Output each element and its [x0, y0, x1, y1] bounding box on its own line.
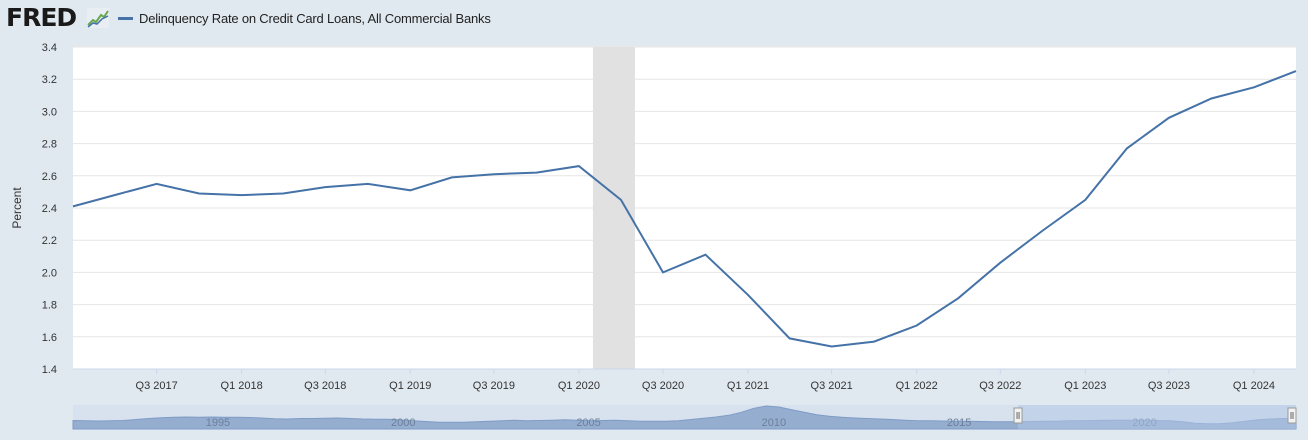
navigator-year-label: 2005	[576, 417, 600, 429]
y-tick-label: 3.4	[42, 42, 57, 54]
fred-logo-text: FRED	[6, 3, 77, 32]
x-tick-label: Q1 2021	[727, 380, 769, 392]
y-tick-label: 2.0	[42, 267, 57, 279]
fred-chart-icon	[87, 8, 109, 28]
y-tick-label: 2.8	[42, 139, 57, 151]
x-tick-label: Q1 2022	[896, 380, 938, 392]
legend-series-label: Delinquency Rate on Credit Card Loans, A…	[139, 10, 491, 26]
x-tick-label: Q3 2017	[136, 380, 178, 392]
navigator-right-handle[interactable]	[1287, 407, 1297, 424]
x-tick-label: Q3 2019	[473, 380, 515, 392]
y-tick-label: 1.4	[42, 364, 57, 376]
x-tick-label: Q1 2019	[389, 380, 431, 392]
handle-grip	[1013, 407, 1023, 424]
x-tick-label: Q3 2022	[979, 380, 1021, 392]
x-tick-label: Q3 2020	[642, 380, 684, 392]
navigator-year-label: 2000	[391, 417, 415, 429]
navigator-year-label: 2015	[947, 417, 971, 429]
x-tick-label: Q3 2021	[811, 380, 853, 392]
series-points	[72, 71, 1297, 347]
legend-swatch	[118, 16, 133, 20]
x-tick-label: Q1 2020	[558, 380, 600, 392]
x-tick-label: Q3 2023	[1148, 380, 1190, 392]
x-tick-label: Q3 2018	[304, 380, 346, 392]
y-tick-label: 2.4	[42, 203, 57, 215]
x-tick-label: Q1 2018	[221, 380, 263, 392]
recession-band	[592, 47, 635, 369]
y-axis-label: Percent	[10, 187, 24, 229]
line-chart: 1.4 1.6 1.8 2.0 2.2 2.4 2.6 2.8 3.0 3.2 3.4 Q3 201…	[10, 42, 1297, 392]
y-tick-label: 3.2	[42, 74, 57, 86]
y-tick-label: 2.6	[42, 171, 57, 183]
x-tick-label: Q1 2024	[1233, 380, 1275, 392]
navigator-selection[interactable]	[1018, 405, 1296, 429]
y-tick-label: 1.8	[42, 300, 57, 312]
y-axis-ticks: 1.4 1.6 1.8 2.0 2.2 2.4 2.6 2.8 3.0 3.2 3.4	[42, 42, 57, 376]
y-tick-label: 1.6	[42, 332, 57, 344]
series-line[interactable]	[72, 70, 1297, 348]
y-tick-label: 2.2	[42, 235, 57, 247]
fred-logo[interactable]: FRED	[6, 3, 77, 32]
navigator-year-label: 1995	[206, 417, 230, 429]
x-tick-label: Q1 2023	[1064, 380, 1106, 392]
navigator-year-label: 2010	[762, 417, 786, 429]
chart-legend[interactable]: Delinquency Rate on Credit Card Loans, A…	[118, 10, 491, 26]
navigator-left-handle[interactable]	[1013, 407, 1023, 424]
handle-grip	[1287, 407, 1297, 424]
x-axis-ticks: Q3 2017 Q1 2018 Q3 2018 Q1 2019 Q3 2019 Q1 20…	[73, 368, 1296, 392]
y-tick-label: 3.0	[42, 106, 57, 118]
